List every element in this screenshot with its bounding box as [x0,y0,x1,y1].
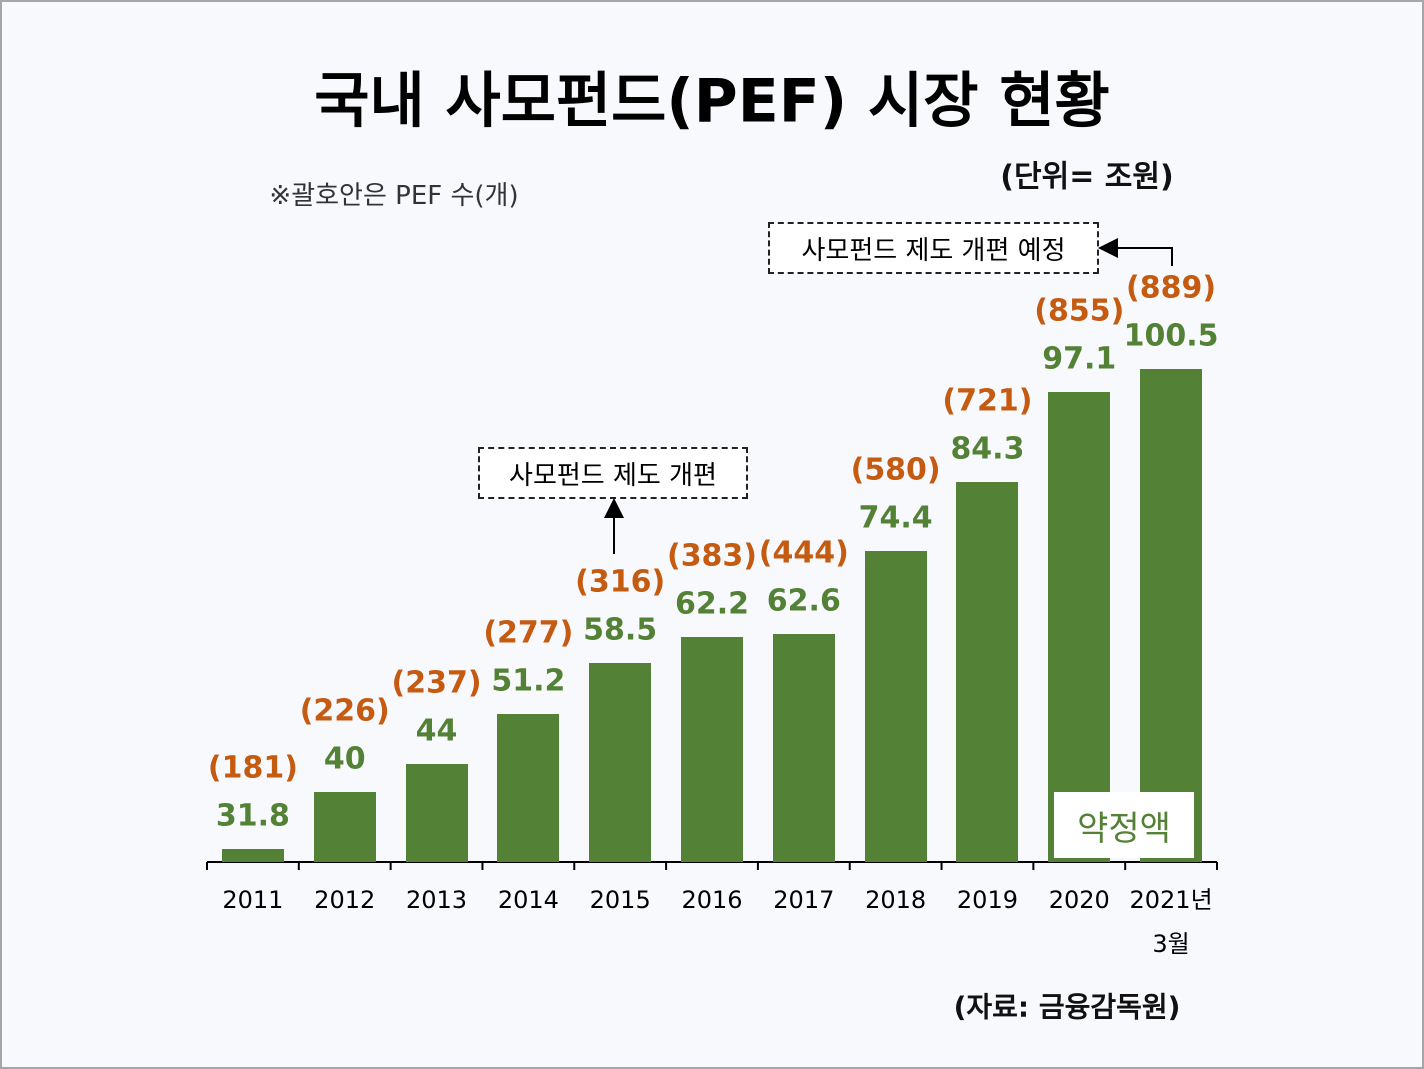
bar [589,662,652,862]
x-axis [206,861,1218,870]
count-label: (580) [850,452,941,488]
bar [864,551,927,862]
x-tick-label: 2018 [865,886,927,914]
count-label: (383) [666,537,758,573]
value-label: 100.5 [1123,317,1219,353]
bar [497,713,560,862]
x-tick-label: 2020 [1048,886,1110,914]
x-tick-label: 2017 [773,886,835,914]
value-label: 62.2 [674,585,750,621]
source: (자료: 금융감독원) [953,990,1181,1024]
count-label: (855) [1034,293,1125,329]
count-label: (237) [391,665,482,701]
arrow [1098,238,1173,266]
x-tick-label: 2013 [405,886,468,914]
count-label: (181) [207,750,298,786]
count-label: (721) [942,383,1033,419]
value-label: 31.8 [215,798,290,834]
x-tick-label: 2021년 3월 [1129,886,1213,958]
value-label: 51.2 [491,662,566,698]
count-label: (316) [575,563,666,599]
x-tick-label: 2016 [681,886,743,914]
unit-label: (단위= 조원) [1000,159,1174,195]
bar [681,636,743,862]
value-label: 44 [415,713,458,749]
bar [1140,368,1203,862]
count-label: (277) [483,614,574,650]
bar [405,764,468,862]
value-label: 74.4 [858,500,933,536]
x-tick-label: 2014 [497,886,559,914]
value-label: 58.5 [583,611,658,647]
note: ※괄호안은 PEF 수(개) [269,180,519,211]
annotation: 사모펀드 제도 개편 [478,447,748,499]
x-tick-label: 2012 [314,886,376,914]
chart-title: 국내 사모펀드(PEF) 시장 현황 [314,66,1110,137]
bar [956,481,1019,862]
x-tick-label: 2015 [589,886,651,914]
value-label: 97.1 [1042,341,1117,377]
count-label: (444) [758,535,849,571]
bar [221,849,284,862]
value-label: 84.3 [950,431,1025,467]
value-label: 40 [323,741,366,777]
bar [772,633,835,862]
x-tick-label: 2019 [956,886,1018,914]
x-tick-label: 2011 [222,886,284,914]
count-label: (889) [1126,269,1217,305]
value-label: 62.6 [766,583,841,619]
legend-label: 약정액 [1054,792,1194,858]
bar [1048,392,1111,862]
count-label: (226) [299,693,390,729]
bar [313,792,376,862]
